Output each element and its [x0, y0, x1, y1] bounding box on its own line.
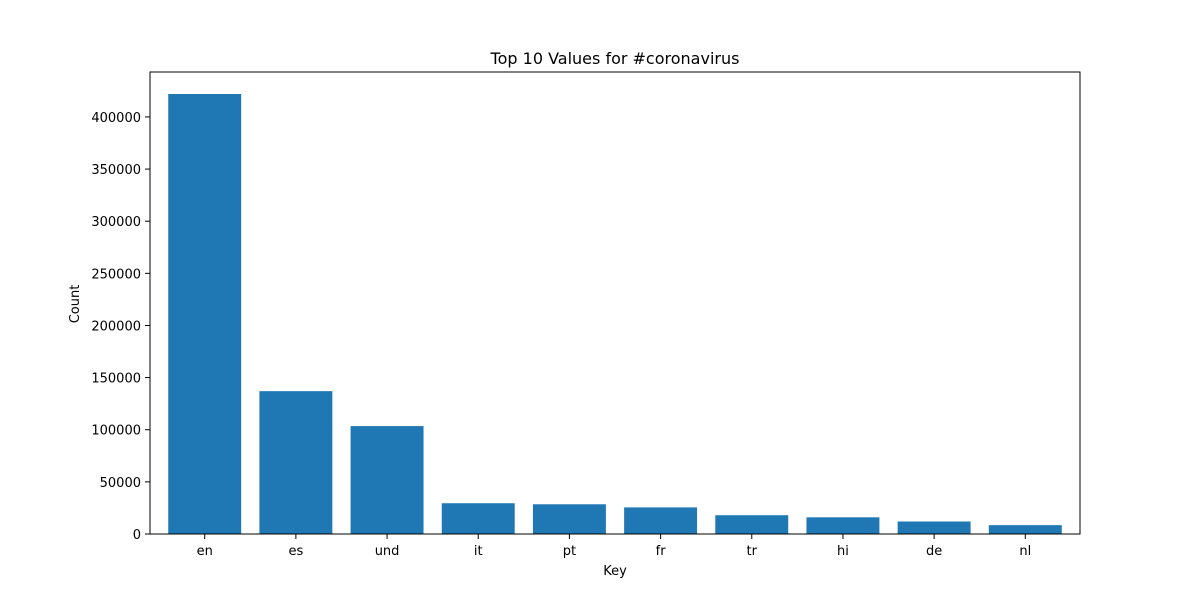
bar-hi	[806, 517, 880, 534]
chart-title: Top 10 Values for #coronavirus	[490, 49, 740, 68]
bar-de	[897, 521, 971, 534]
x-axis: en es und it pt fr tr hi de nl	[197, 534, 1031, 559]
y-tick-label: 50000	[100, 476, 141, 491]
y-axis-label: Count	[68, 285, 83, 324]
bars-layer	[168, 94, 1062, 534]
x-tick-label: de	[926, 544, 942, 559]
y-tick-label: 350000	[91, 163, 141, 178]
y-axis: 0 50000 100000 150000 200000 250000 300000 3500…	[91, 111, 150, 543]
bar-fr	[624, 507, 698, 534]
x-axis-label: Key	[603, 564, 627, 579]
bar-en	[168, 94, 242, 534]
y-tick-label: 250000	[91, 267, 141, 282]
x-tick-label: fr	[656, 544, 667, 559]
x-tick-label: es	[288, 544, 303, 559]
x-tick-label: und	[375, 544, 400, 559]
bar-tr	[715, 515, 789, 534]
y-tick-label: 200000	[91, 319, 141, 334]
x-tick-label: tr	[747, 544, 758, 559]
y-tick-label: 400000	[91, 111, 141, 126]
y-tick-label: 0	[133, 528, 141, 543]
x-tick-label: it	[474, 544, 483, 559]
bar-es	[259, 391, 333, 534]
y-tick-label: 300000	[91, 215, 141, 230]
x-tick-label: hi	[837, 544, 849, 559]
y-tick-label: 150000	[91, 372, 141, 387]
bar-nl	[988, 525, 1062, 534]
x-tick-label: pt	[563, 544, 576, 559]
x-tick-label: en	[197, 544, 213, 559]
plot-frame	[149, 71, 1081, 535]
bar-it	[441, 503, 515, 534]
x-tick-label: nl	[1019, 544, 1031, 559]
y-tick-label: 100000	[91, 424, 141, 439]
bar-und	[350, 426, 424, 534]
bar-pt	[532, 504, 606, 534]
